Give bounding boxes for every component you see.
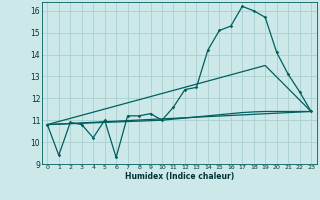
X-axis label: Humidex (Indice chaleur): Humidex (Indice chaleur) (124, 172, 234, 181)
